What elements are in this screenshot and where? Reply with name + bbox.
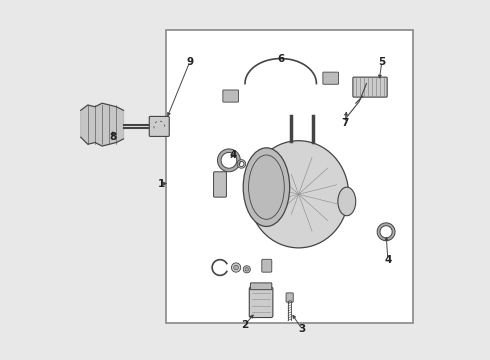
FancyBboxPatch shape [249,287,273,318]
FancyBboxPatch shape [149,116,169,136]
Ellipse shape [338,187,356,216]
Circle shape [245,267,248,271]
Text: 4: 4 [229,150,237,160]
FancyBboxPatch shape [214,172,226,197]
Circle shape [243,266,250,273]
Ellipse shape [243,148,290,226]
FancyBboxPatch shape [223,90,239,102]
Ellipse shape [248,141,348,248]
FancyBboxPatch shape [250,283,272,290]
Text: 7: 7 [342,118,349,128]
Text: 3: 3 [298,324,306,334]
Text: 5: 5 [378,57,386,67]
Text: 6: 6 [277,54,284,64]
FancyBboxPatch shape [262,259,272,272]
Polygon shape [81,103,123,146]
Text: 4: 4 [384,255,392,265]
FancyBboxPatch shape [167,30,413,323]
Text: 8: 8 [109,132,117,142]
Text: 1: 1 [157,179,165,189]
Circle shape [234,265,239,270]
Text: 2: 2 [241,320,248,330]
FancyBboxPatch shape [286,293,293,302]
FancyBboxPatch shape [353,77,387,97]
Circle shape [231,263,241,272]
FancyBboxPatch shape [323,72,339,84]
Text: 9: 9 [186,57,193,67]
